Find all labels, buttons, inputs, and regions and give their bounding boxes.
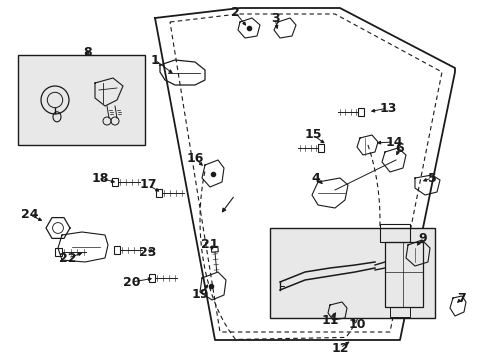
Text: 11: 11 <box>321 314 338 327</box>
Text: 3: 3 <box>270 12 279 24</box>
Text: 8: 8 <box>83 45 92 58</box>
Text: 21: 21 <box>201 238 218 252</box>
Text: 20: 20 <box>123 275 141 288</box>
Text: 23: 23 <box>139 246 156 258</box>
Text: 17: 17 <box>139 179 157 192</box>
Bar <box>379 224 409 242</box>
Text: 24: 24 <box>21 208 39 221</box>
Bar <box>269 228 434 318</box>
Text: 15: 15 <box>304 129 321 141</box>
Text: 6: 6 <box>395 141 404 154</box>
Text: 13: 13 <box>379 102 396 114</box>
Text: 9: 9 <box>418 231 427 244</box>
Text: 12: 12 <box>330 342 348 355</box>
Text: 2: 2 <box>230 5 239 18</box>
Text: 22: 22 <box>59 252 77 265</box>
Text: 18: 18 <box>91 171 108 184</box>
Text: 19: 19 <box>191 288 208 302</box>
Text: 14: 14 <box>385 135 402 148</box>
Bar <box>389 307 409 317</box>
Bar <box>18 55 145 145</box>
Text: 1: 1 <box>150 54 159 67</box>
Text: 16: 16 <box>186 152 203 165</box>
Text: 7: 7 <box>457 292 466 305</box>
Bar <box>384 242 422 307</box>
Text: 10: 10 <box>347 319 365 332</box>
Text: 5: 5 <box>427 171 435 184</box>
Text: 4: 4 <box>311 171 320 184</box>
